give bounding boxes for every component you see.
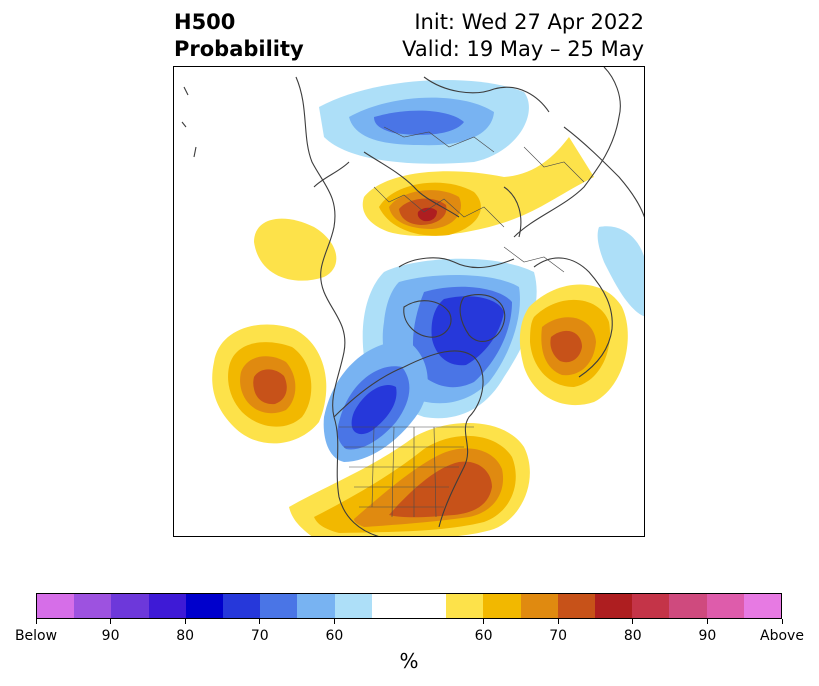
colorbar-cell (632, 594, 670, 618)
pos-anomaly-nepac (212, 324, 327, 444)
colorbar-tick-label: 80 (623, 628, 642, 644)
colorbar-cell (669, 594, 707, 618)
colorbar-tick (557, 619, 559, 624)
colorbar-ticks (35, 619, 783, 629)
colorbar-cell (706, 594, 744, 618)
colorbar-cell (371, 594, 410, 618)
pos-anomaly-npac-north (254, 218, 337, 281)
valid-range: Valid: 19 May – 25 May (402, 37, 644, 61)
colorbar-tick (333, 619, 335, 624)
colorbar-cell (223, 594, 261, 618)
map-dates: Init: Wed 27 Apr 2022 Valid: 19 May – 25… (402, 9, 644, 63)
neg-anomaly-east-asia (597, 226, 644, 317)
init-date: Init: Wed 27 Apr 2022 (414, 10, 644, 34)
neg-anomaly-western-us (323, 341, 428, 462)
anomaly-shading (212, 80, 644, 536)
colorbar-tick-label: 70 (250, 628, 269, 644)
map-gap (174, 282, 180, 320)
colorbar-cell (595, 594, 633, 618)
colorbar-tick (706, 619, 708, 624)
probability-colorbar (36, 593, 782, 619)
title-variable: H500 (174, 10, 236, 34)
colorbar-tick (781, 619, 783, 624)
colorbar-cell (37, 594, 75, 618)
political-borders (339, 126, 585, 518)
colorbar-tick-label: 90 (101, 628, 120, 644)
colorbar-tick-label: 80 (176, 628, 195, 644)
colorbar-tick (483, 619, 485, 624)
colorbar-cell (74, 594, 112, 618)
neg-anomaly-arctic-north (319, 80, 529, 164)
colorbar-cell (185, 594, 224, 618)
colorbar-tick-label: Below (14, 628, 58, 644)
colorbar-tick-label: 60 (325, 628, 344, 644)
colorbar-cell (409, 594, 447, 618)
colorbar-cell (334, 594, 372, 618)
colorbar-cell (557, 594, 596, 618)
probability-map (173, 66, 645, 537)
colorbar-unit-label: % (399, 649, 419, 673)
coastlines (181, 67, 644, 536)
colorbar-cell (297, 594, 335, 618)
colorbar-tick (259, 619, 261, 624)
colorbar-tick-label: Above (760, 628, 804, 644)
colorbar-tick-label: 60 (474, 628, 493, 644)
colorbar-tick (35, 619, 37, 624)
map-canvas (174, 67, 644, 536)
pos-anomaly-eastern-us (289, 423, 530, 536)
colorbar-cell (520, 594, 558, 618)
pos-anomaly-wpac (519, 284, 628, 406)
colorbar-cell (260, 594, 298, 618)
colorbar-cell (446, 594, 484, 618)
colorbar-cell (148, 594, 186, 618)
colorbar-tick-label: 90 (698, 628, 717, 644)
colorbar-cell (111, 594, 149, 618)
colorbar-cell (483, 594, 521, 618)
colorbar-tick (184, 619, 186, 624)
colorbar-cell (743, 594, 782, 618)
colorbar-tick (632, 619, 634, 624)
map-title: H500 Probability (174, 9, 304, 63)
colorbar-tick-label: 70 (549, 628, 568, 644)
title-field: Probability (174, 37, 304, 61)
colorbar-tick (110, 619, 112, 624)
